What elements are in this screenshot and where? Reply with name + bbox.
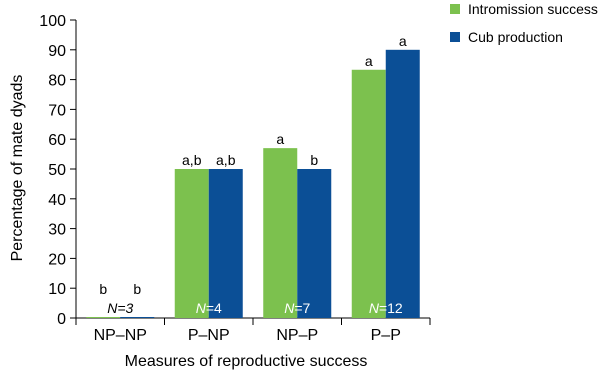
- y-axis: 0 10 20 30 40 50 60 70 80 90 100: [39, 13, 77, 328]
- y-tick-label: 30: [48, 222, 66, 239]
- significance-label: a,b: [216, 152, 236, 168]
- legend: Intromission success Cub production: [450, 1, 598, 45]
- x-axis: NP–NP P–NP NP–P P–P: [75, 317, 431, 344]
- sample-size-label: N=4: [196, 300, 222, 316]
- bar: [174, 169, 209, 318]
- x-category-label: P–NP: [188, 327, 230, 344]
- significance-label: a: [399, 33, 407, 49]
- y-tick-label: 20: [48, 251, 66, 268]
- significance-labels: b b a,b a,b a b a a: [99, 33, 407, 297]
- significance-label: a: [365, 53, 373, 69]
- bar: [263, 148, 298, 318]
- y-tick-label: 100: [39, 13, 66, 30]
- sample-size-labels: N=3 N=4 N=7 N=12: [107, 300, 403, 316]
- x-axis-title: Measures of reproductive success: [125, 353, 368, 370]
- x-category-label: P–P: [371, 327, 401, 344]
- y-axis-title: Percentage of mate dyads: [9, 75, 26, 262]
- legend-label: Intromission success: [468, 1, 598, 17]
- bar: [86, 317, 121, 318]
- significance-label: b: [310, 152, 318, 168]
- significance-label: b: [133, 281, 141, 297]
- bar: [385, 49, 420, 319]
- sample-size-label: N=12: [369, 300, 403, 316]
- bars: [86, 49, 420, 319]
- y-tick-label: 80: [48, 73, 66, 90]
- bar: [351, 69, 386, 319]
- y-tick-label: 50: [48, 162, 66, 179]
- significance-label: b: [99, 281, 107, 297]
- sample-size-label: N=7: [284, 300, 310, 316]
- bar: [120, 317, 155, 318]
- y-tick-label: 0: [57, 311, 66, 328]
- y-tick-label: 10: [48, 281, 66, 298]
- y-tick-label: 70: [48, 102, 66, 119]
- significance-label: a: [276, 131, 284, 147]
- legend-swatch: [450, 32, 460, 42]
- bar: [208, 169, 243, 318]
- bar: [297, 169, 332, 318]
- y-tick-label: 60: [48, 132, 66, 149]
- significance-label: a,b: [182, 152, 202, 168]
- y-tick-label: 90: [48, 43, 66, 60]
- sample-size-label: N=3: [107, 300, 133, 316]
- x-category-label: NP–P: [276, 327, 318, 344]
- y-tick-label: 40: [48, 192, 66, 209]
- legend-label: Cub production: [468, 29, 563, 45]
- x-category-label: NP–NP: [94, 327, 147, 344]
- legend-swatch: [450, 4, 460, 14]
